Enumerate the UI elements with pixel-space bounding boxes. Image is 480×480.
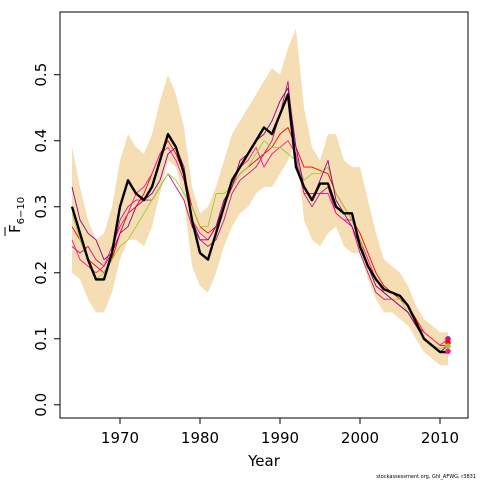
series-line-0: [70, 93, 448, 354]
y-axis-title: F6−10: [6, 197, 27, 233]
credit-text: stockassessment.org, Ghl_AFWG, r3831: [376, 474, 476, 480]
plot-frame: [59, 11, 469, 419]
x-tick-label-2000: 2000: [341, 429, 379, 447]
y-tick-label-2: 0.2: [32, 261, 50, 285]
y-axis-title-base: F: [6, 224, 24, 233]
confidence-band-layer: [72, 28, 448, 366]
end-point-3: [445, 348, 451, 355]
x-axis-title: Year: [247, 452, 281, 470]
end-point-0: [445, 336, 451, 342]
series-line-2: [71, 80, 448, 353]
y-tick-label-3: 0.3: [32, 195, 50, 219]
x-tick-label-1970: 1970: [101, 429, 139, 447]
x-tick-label-1990: 1990: [261, 429, 299, 447]
series-line-5: [71, 87, 449, 353]
x-tick-label-2010: 2010: [421, 429, 459, 447]
y-axis-title-sub: 6−10: [16, 197, 27, 224]
x-axis: 1970 1980 1990 2000 2010: [101, 418, 459, 447]
y-tick-label-1: 0.1: [32, 327, 50, 351]
y-tick-label-5: 0.5: [32, 63, 50, 87]
y-axis: 0.0 0.1 0.2 0.3 0.4 0.5: [32, 63, 60, 417]
end-points-layer: [445, 336, 451, 355]
series-layer: [70, 80, 449, 354]
end-point-2: [445, 343, 451, 349]
y-tick-label-4: 0.4: [32, 129, 50, 153]
confidence-band: [72, 28, 448, 366]
y-tick-label-0: 0.0: [32, 393, 50, 417]
x-tick-label-1980: 1980: [181, 429, 219, 447]
